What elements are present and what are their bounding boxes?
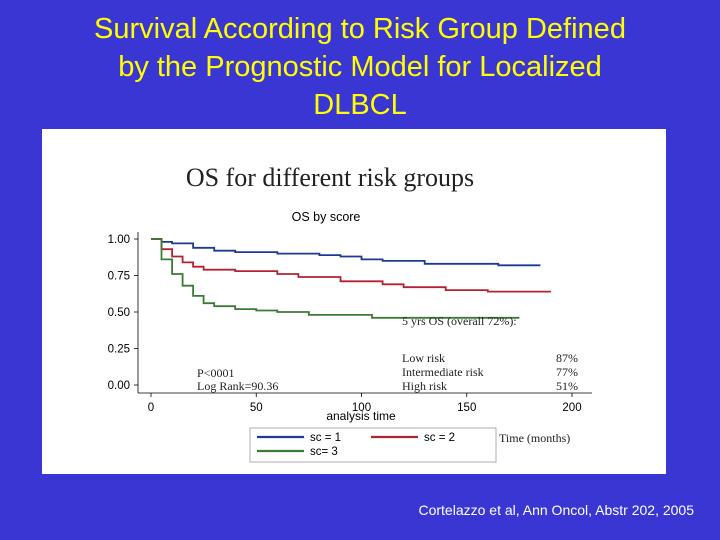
summary-header: 5 yrs OS (overall 72%): (402, 314, 517, 328)
slide-title-line: Survival According to Risk Group Defined (94, 13, 626, 45)
series-line-1 (151, 238, 541, 267)
y-tick-label: 0.25 (108, 344, 130, 356)
x-tick-label: 200 (562, 402, 581, 414)
x-ticks: 0 50 100 150 200 (148, 393, 582, 414)
y-tick-label: 0.00 (108, 380, 130, 392)
legend-label-sc2: sc = 2 (424, 432, 455, 444)
summary-label-intermediate: Intermediate risk (402, 365, 484, 379)
stats-annotation: P<0001 Log Rank=90.36 (197, 366, 278, 393)
x-axis-label: analysis time (326, 409, 396, 423)
series-line-2 (151, 238, 551, 293)
slide-title-line: DLBCL (313, 89, 407, 121)
summary-annotation: 5 yrs OS (overall 72%): Low risk 87% Int… (402, 314, 578, 393)
slide-title-line: by the Prognostic Model for Localized (118, 51, 602, 83)
slide-title: Survival According to Risk Group Defined… (0, 10, 720, 124)
summary-label-high: High risk (402, 379, 447, 393)
survival-chart: OS for different risk groups OS by score… (108, 163, 592, 463)
series-line-3 (151, 238, 520, 319)
p-value-text: P<0001 (197, 366, 234, 380)
x-tick-label: 100 (352, 402, 371, 414)
legend-label-sc1: sc = 1 (310, 432, 341, 444)
citation: Cortelazzo et al, Ann Oncol, Abstr 202, … (418, 502, 694, 518)
x-tick-label: 150 (457, 402, 476, 414)
summary-label-low: Low risk (402, 351, 445, 365)
summary-value-high: 51% (556, 379, 578, 393)
legend: sc = 1 sc = 2 sc= 3 (249, 427, 497, 463)
summary-value-low: 87% (556, 351, 578, 365)
y-tick-label: 0.75 (108, 271, 130, 283)
legend-frame (249, 427, 497, 463)
figure-panel: OS for different risk groups OS by score… (42, 129, 666, 474)
summary-value-intermediate: 77% (556, 365, 578, 379)
x-tick-label: 0 (148, 402, 154, 414)
y-tick-label: 0.50 (108, 307, 130, 319)
x-unit-label: Time (months) (499, 431, 570, 445)
chart-subtitle: OS by score (292, 210, 361, 224)
x-tick-label: 50 (250, 402, 263, 414)
log-rank-text: Log Rank=90.36 (197, 379, 278, 393)
series-layer (151, 238, 551, 319)
y-tick-label: 1.00 (108, 234, 130, 246)
y-ticks: 1.00 0.75 0.50 0.25 0.00 (108, 234, 138, 392)
chart-title: OS for different risk groups (186, 163, 474, 192)
legend-label-sc3: sc= 3 (310, 446, 338, 458)
